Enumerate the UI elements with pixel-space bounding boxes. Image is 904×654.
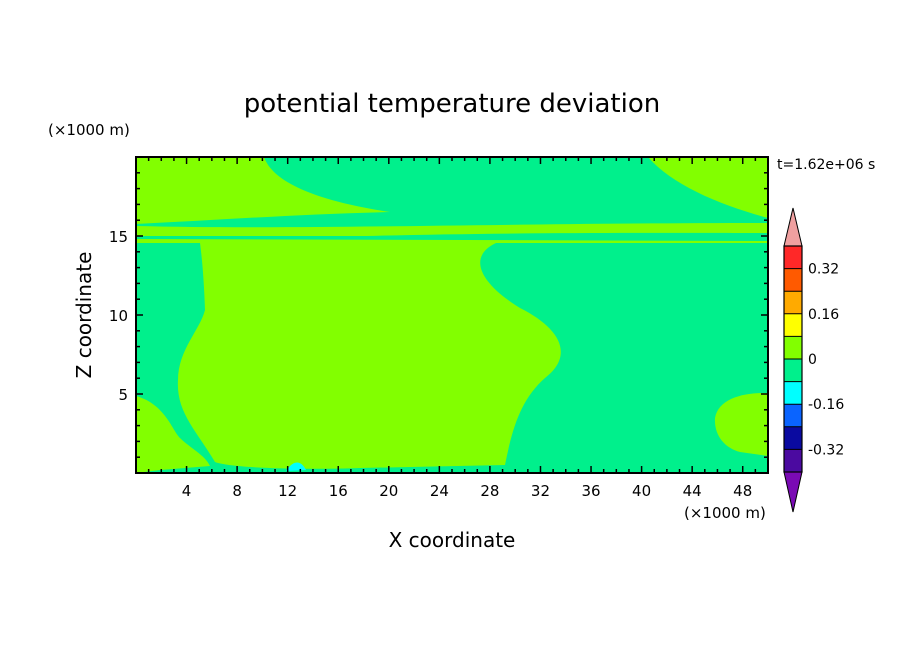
x-axis-label: X coordinate xyxy=(389,528,516,552)
plot-area xyxy=(135,156,769,474)
colorbar-segment xyxy=(784,291,802,314)
x-tick-label: 44 xyxy=(683,482,702,500)
x-tick-label: 48 xyxy=(733,482,752,500)
x-tick-label: 36 xyxy=(581,482,600,500)
colorbar-segment xyxy=(784,404,802,427)
colorbar-segment xyxy=(784,381,802,405)
x-axis: 4 8 12 16 20 24 28 32 36 40 44 48 xyxy=(147,157,757,500)
colorbar-segment xyxy=(784,313,802,337)
y-tick-label: 10 xyxy=(109,307,128,325)
positive-region-main xyxy=(177,243,561,469)
positive-spot-bottom xyxy=(336,443,360,468)
colorbar-segment xyxy=(784,426,802,450)
x-tick-label: 20 xyxy=(379,482,398,500)
x-tick-label: 4 xyxy=(182,482,192,500)
colorbar-tick-label: 0.16 xyxy=(808,307,839,323)
x-tick-label: 40 xyxy=(632,482,651,500)
y-tick-label: 5 xyxy=(118,386,128,404)
colorbar-under-arrow xyxy=(783,471,803,513)
negative-fleck-bottom xyxy=(286,462,306,471)
x-tick-label: 32 xyxy=(531,482,550,500)
y-unit-label: (×1000 m) xyxy=(48,121,130,139)
x-tick-label: 8 xyxy=(232,482,242,500)
x-tick-label: 16 xyxy=(329,482,348,500)
y-tick-label: 15 xyxy=(109,228,128,246)
colorbar-tick-label: -0.32 xyxy=(808,442,844,458)
colorbar-tick-label: -0.16 xyxy=(808,397,844,413)
x-unit-label: (×1000 m) xyxy=(684,504,766,522)
colorbar-segment xyxy=(784,268,802,292)
colorbar-tick-label: 0.32 xyxy=(808,262,839,278)
y-axis: 5 10 15 xyxy=(109,172,768,458)
colorbar-segment xyxy=(784,336,802,359)
y-axis-label: Z coordinate xyxy=(72,252,96,379)
x-tick-label: 12 xyxy=(278,482,297,500)
x-tick-label: 24 xyxy=(430,482,449,500)
positive-band-lower xyxy=(136,239,768,243)
chart-title: potential temperature deviation xyxy=(244,89,660,119)
colorbar: 0.32 0.16 0 -0.16 -0.32 xyxy=(783,207,844,513)
colorbar-segment xyxy=(784,449,802,472)
positive-region-top-right xyxy=(648,157,768,218)
colorbar-segment xyxy=(784,359,802,382)
positive-band-upper xyxy=(136,223,768,236)
colorbar-tick-label: 0 xyxy=(808,352,817,368)
colorbar-over-arrow xyxy=(783,207,803,247)
colorbar-segment xyxy=(784,246,802,269)
time-label: t=1.62e+06 s xyxy=(777,157,875,173)
positive-region-bottom-left xyxy=(136,396,210,473)
x-tick-label: 28 xyxy=(480,482,499,500)
positive-region-bottom-right xyxy=(714,393,768,456)
field-regions xyxy=(136,157,768,473)
positive-region-top-left xyxy=(136,157,390,224)
